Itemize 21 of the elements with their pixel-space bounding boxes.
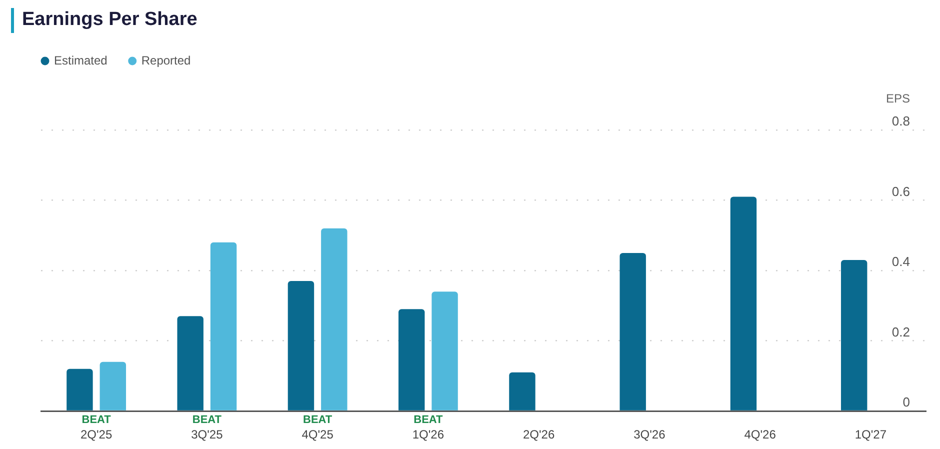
legend-label: Reported xyxy=(141,53,191,68)
text: BEAT xyxy=(302,414,332,426)
y-tick-label: 0.2 xyxy=(892,324,910,340)
x-tick-label: 1Q'26 xyxy=(412,428,444,442)
y-tick-label: 0 xyxy=(902,394,910,410)
text: BEAT xyxy=(82,414,112,426)
legend-label: Estimated xyxy=(54,53,108,68)
x-tick-label: 3Q'25 xyxy=(191,428,224,442)
x-tick-label: 2Q'26 xyxy=(522,428,555,442)
x-tick-label: 2Q'25 xyxy=(80,428,112,442)
x-tick-label: 3Q'26 xyxy=(634,428,666,442)
y-tick-label: 0.4 xyxy=(892,254,910,270)
text: BEAT xyxy=(414,414,444,426)
x-tick-label: 4Q'25 xyxy=(302,428,334,442)
x-tick-label: 4Q'26 xyxy=(744,428,776,442)
y-tick-label: 0.8 xyxy=(892,114,910,129)
y-tick-label: 0.6 xyxy=(892,184,910,199)
chart-title: Earnings Per Share xyxy=(22,8,198,32)
x-tick-label: 1Q'27 xyxy=(854,428,887,442)
text: BEAT xyxy=(192,414,222,426)
y-axis-title: EPS xyxy=(886,91,910,106)
